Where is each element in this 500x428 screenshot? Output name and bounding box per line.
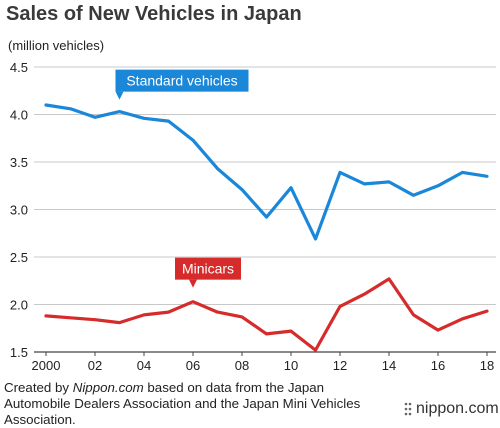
standard-vehicles-line	[44, 103, 489, 241]
y-tick-label: 3.5	[10, 155, 28, 170]
y-tick-label: 4.0	[10, 108, 28, 123]
y-tick-label: 1.5	[10, 345, 28, 360]
x-tick-label: 06	[186, 358, 200, 373]
callout-pointer	[189, 279, 197, 288]
y-tick-label: 2.5	[10, 250, 28, 265]
brand-logo: nippon.com	[404, 400, 499, 418]
source-site: Nippon.com	[72, 380, 144, 395]
x-tick-label: 02	[88, 358, 102, 373]
x-tick-label: 16	[431, 358, 445, 373]
minicars-callout: Minicars	[175, 257, 241, 288]
series-lines	[44, 103, 489, 352]
x-tick-label: 2000	[32, 358, 61, 373]
x-tick-label: 12	[333, 358, 347, 373]
source-note: Created by Nippon.com based on data from…	[4, 380, 374, 428]
source-prefix: Created by	[4, 380, 73, 395]
y-axis-unit-label: (million vehicles)	[8, 38, 105, 53]
y-tick-labels: 1.5 2.0 2.5 3.0 3.5 4.0 4.5	[10, 60, 28, 360]
callout-pointer	[115, 91, 124, 100]
brand-name: nippon.com	[416, 400, 499, 417]
x-tick-label: 18	[480, 358, 494, 373]
series-name-label: Minicars	[182, 261, 234, 277]
y-tick-label: 2.0	[10, 298, 28, 313]
source-suffix: based on data from the Japan Automobile …	[4, 380, 361, 427]
callout-box	[175, 257, 241, 280]
series-name-label: Standard vehicles	[126, 73, 237, 89]
series-callouts: Standard vehicles Minicars	[115, 69, 249, 288]
y-tick-label: 4.5	[10, 60, 28, 75]
y-tick-label: 3.0	[10, 203, 28, 218]
x-tick-label: 10	[284, 358, 298, 373]
chart-title: Sales of New Vehicles in Japan	[6, 3, 302, 25]
callout-box	[115, 69, 249, 92]
x-tick-label: 08	[235, 358, 249, 373]
standard-vehicles-callout: Standard vehicles	[115, 69, 249, 100]
nippon-dots-icon	[404, 402, 412, 416]
gridlines	[34, 66, 496, 353]
minicars-line	[44, 277, 489, 352]
x-tick-label: 14	[382, 358, 396, 373]
x-tick-labels: 2000 02 04 06 08 10 12 14 16 18	[32, 352, 494, 373]
x-tick-label: 04	[137, 358, 151, 373]
